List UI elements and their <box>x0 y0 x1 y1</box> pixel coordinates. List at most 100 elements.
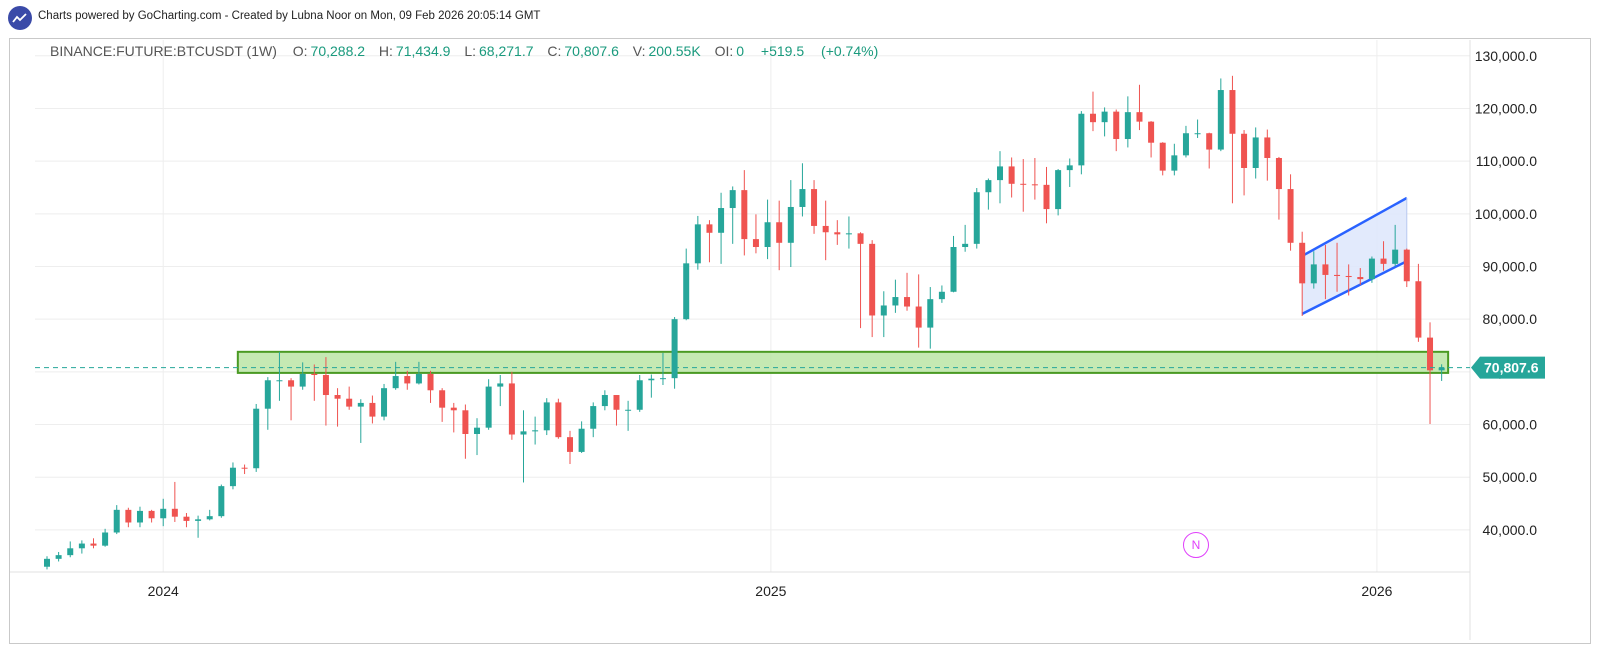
candle <box>160 498 167 527</box>
candle <box>1299 231 1306 317</box>
candle-body <box>776 222 783 243</box>
candle <box>811 180 818 234</box>
candle-body <box>1031 184 1038 186</box>
candle <box>1275 156 1282 220</box>
candle <box>1148 121 1155 158</box>
oi-value: 0 <box>736 43 745 59</box>
candle-body <box>125 509 132 523</box>
candle <box>1206 132 1213 169</box>
candle-body <box>1345 275 1352 278</box>
candle <box>148 509 155 523</box>
candle-body <box>1392 249 1399 264</box>
candle-body <box>1043 184 1050 210</box>
candle-body <box>787 206 794 243</box>
candle <box>683 248 690 321</box>
candle <box>625 400 632 431</box>
candle <box>369 395 376 424</box>
candle <box>892 279 899 313</box>
candle <box>195 515 202 538</box>
candle <box>276 351 283 401</box>
candle <box>950 235 957 293</box>
x-tick-label: 2024 <box>148 583 179 599</box>
candle-body <box>160 508 167 519</box>
candle <box>904 272 911 311</box>
candle-body <box>1078 113 1085 166</box>
candle <box>497 375 504 407</box>
candle <box>1438 364 1445 381</box>
candle <box>462 404 469 459</box>
candle <box>474 418 481 456</box>
candle <box>729 186 736 244</box>
volume-label: V: <box>632 43 646 59</box>
candle-body <box>485 386 492 428</box>
candle-body <box>1148 121 1155 143</box>
candle <box>985 178 992 210</box>
candle <box>1264 129 1271 181</box>
candle-body <box>566 437 573 452</box>
candle-body <box>904 297 911 307</box>
candle-body <box>415 373 422 384</box>
candle <box>1136 84 1143 131</box>
candle-body <box>334 395 341 399</box>
candle <box>520 410 527 483</box>
candle-body <box>1217 90 1224 150</box>
candle <box>1427 322 1434 424</box>
candle <box>508 371 515 440</box>
candle <box>1241 130 1248 196</box>
candle <box>927 287 934 349</box>
candle-body <box>1182 133 1189 156</box>
candle-body <box>625 409 632 411</box>
candle <box>1078 111 1085 175</box>
volume-value: 200.55K <box>648 43 701 59</box>
close-value: 70,807.6 <box>564 43 619 59</box>
top-bar: Charts powered by GoCharting.com - Creat… <box>0 0 1600 34</box>
candle <box>229 462 236 490</box>
candle <box>1229 75 1236 204</box>
candle <box>1392 224 1399 267</box>
candle-body <box>67 548 74 556</box>
candle-body <box>869 243 876 316</box>
candle-body <box>1299 242 1306 284</box>
candle <box>566 430 573 465</box>
candle-body <box>357 402 364 407</box>
candle-body <box>497 383 504 387</box>
candle-body <box>1252 137 1259 168</box>
open-label: O: <box>292 43 308 59</box>
candle <box>1008 157 1015 198</box>
candle <box>1066 158 1073 187</box>
candle-body <box>915 306 922 328</box>
candle <box>1031 157 1038 200</box>
candle-body <box>148 510 155 519</box>
candle-body <box>613 395 620 410</box>
candle-body <box>136 510 143 523</box>
candle <box>102 528 109 547</box>
candle <box>78 540 85 554</box>
candle-body <box>683 263 690 320</box>
candle-body <box>1113 111 1120 140</box>
candle <box>1171 143 1178 176</box>
candle-body <box>427 373 434 391</box>
candle-body <box>636 380 643 410</box>
candle-body <box>462 410 469 434</box>
candle-body <box>171 508 178 517</box>
candle <box>1194 119 1201 138</box>
candle-body <box>1368 258 1375 280</box>
candle-body <box>1322 264 1329 275</box>
candle <box>1380 241 1387 271</box>
candle-body <box>1206 133 1213 150</box>
candle <box>113 505 120 535</box>
candle-body <box>845 233 852 235</box>
candle <box>218 484 225 518</box>
channel-lower-line <box>1301 260 1408 316</box>
candle <box>659 352 666 386</box>
candle-body <box>439 390 446 408</box>
candle-body <box>543 402 550 431</box>
candle-body <box>1357 277 1364 280</box>
candle <box>741 170 748 256</box>
candle <box>44 556 50 570</box>
candle <box>799 163 806 217</box>
chart-line-icon[interactable] <box>8 6 32 30</box>
candle-body <box>276 380 283 382</box>
candle-body <box>1229 90 1236 134</box>
